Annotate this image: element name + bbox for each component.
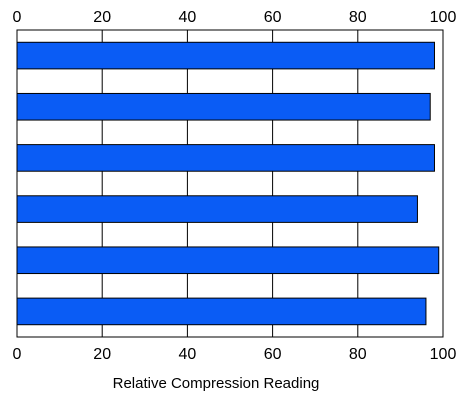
bar-3 [16,144,435,172]
bar-4 [16,195,418,223]
top-tick-label-0: 0 [13,9,22,26]
bottom-tick-label-80: 80 [349,346,367,363]
bottom-tick-label-0: 0 [13,346,22,363]
top-tick-label-20: 20 [93,9,111,26]
grid-lines [101,30,359,337]
bottom-tick-label-60: 60 [264,346,282,363]
top-tick-label-40: 40 [179,9,197,26]
top-tick-label-60: 60 [264,9,282,26]
top-axis-ticks: 0 20 40 60 80 100 [13,9,457,26]
bar-1 [16,41,435,70]
bottom-tick-label-40: 40 [179,346,197,363]
x-axis-label: Relative Compression Reading [113,375,320,392]
bar-2 [16,92,431,121]
top-tick-label-80: 80 [349,9,367,26]
bottom-tick-label-100: 100 [430,346,457,363]
top-tick-label-100: 100 [430,9,457,26]
bar-5 [16,246,440,275]
bars [16,41,440,326]
bar-6 [16,297,427,326]
bottom-tick-label-20: 20 [93,346,111,363]
plot-frame [16,29,444,338]
bottom-axis-ticks: 0 20 40 60 80 100 [13,346,457,363]
